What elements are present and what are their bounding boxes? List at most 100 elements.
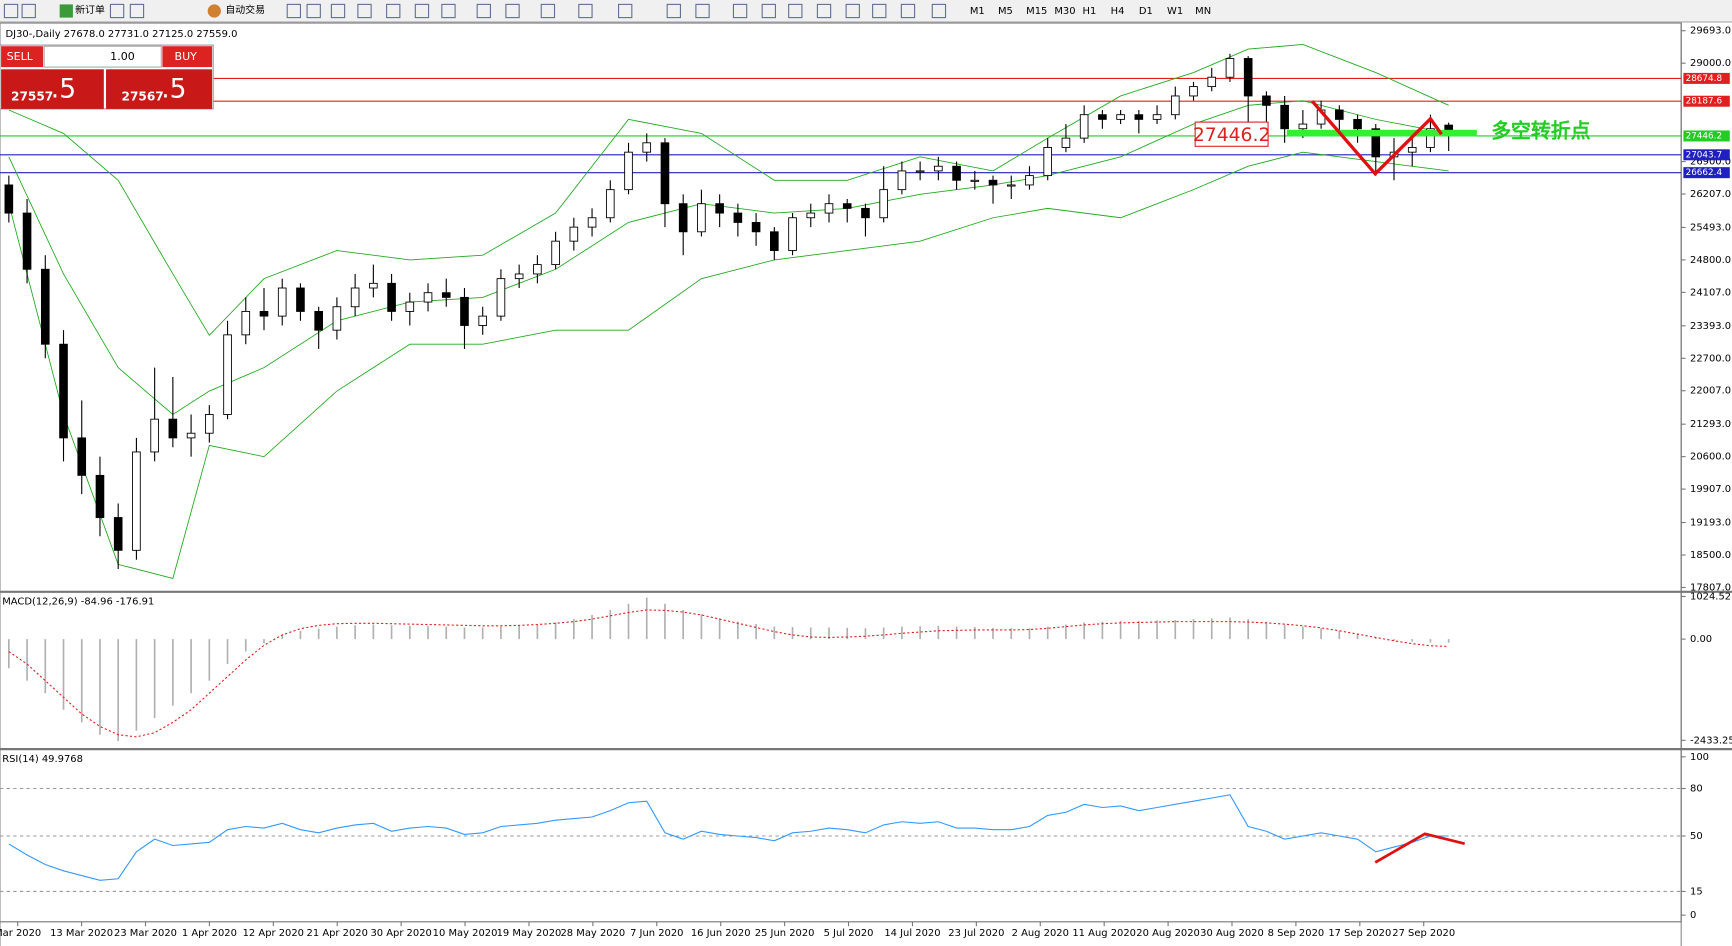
tool-icon[interactable] [505, 3, 520, 19]
tool-icon[interactable] [816, 3, 832, 19]
y-tick-label: 0.00 [1690, 634, 1712, 645]
timeframe-button[interactable]: MN [1195, 6, 1211, 17]
candle-body [1098, 114, 1107, 120]
tool-icon[interactable] [21, 3, 36, 19]
candle-body [1426, 128, 1435, 148]
sell-price[interactable]: 27557 [11, 89, 53, 103]
timeframe-button[interactable]: M5 [998, 6, 1013, 17]
candle-body [150, 418, 159, 453]
tool-icon[interactable] [414, 3, 430, 19]
new-order-icon[interactable] [59, 4, 73, 18]
path-arrow [1311, 100, 1443, 177]
tool-icon[interactable] [578, 3, 593, 19]
tool-icon[interactable] [441, 3, 456, 19]
y-tick-label: 21293.0 [1690, 419, 1731, 430]
candle-body [496, 278, 506, 317]
tool-icon[interactable] [129, 3, 145, 19]
candle-body [441, 292, 451, 298]
y-tick-label: 25493.0 [1690, 222, 1731, 233]
sell-price-pips[interactable]: .5 [51, 74, 76, 105]
timeframe-button[interactable]: W1 [1167, 6, 1183, 17]
chart-frame [0, 22, 1682, 946]
tool-icon[interactable] [286, 3, 302, 19]
candle-body [970, 179, 980, 182]
candle-body [186, 432, 196, 439]
x-tick-label: 1 Apr 2020 [182, 928, 237, 939]
tool-icon[interactable] [788, 3, 803, 19]
sell-label[interactable]: SELL [7, 50, 34, 63]
level-box [1194, 121, 1269, 147]
level-label-box [1683, 72, 1730, 84]
tool-icon[interactable] [695, 3, 710, 19]
candle-body [660, 142, 670, 205]
y-tick-label: 15 [1690, 886, 1703, 897]
candle-body [1170, 95, 1180, 116]
x-tick-label: 13 Mar 2020 [50, 928, 113, 939]
timeframe-button[interactable]: M30 [1054, 6, 1075, 17]
buy-label[interactable]: BUY [175, 50, 198, 63]
tool-icon[interactable] [357, 3, 372, 19]
timeframe-button[interactable]: D1 [1139, 6, 1153, 17]
tool-icon[interactable] [931, 3, 947, 19]
candle-body [1134, 114, 1144, 120]
candle-body [605, 189, 615, 219]
sell-price-button[interactable] [1, 69, 104, 109]
candle-body [988, 179, 998, 186]
x-tick-label: 23 Jul 2020 [948, 928, 1004, 939]
tool-icon[interactable] [872, 3, 887, 19]
rsi-line [8, 794, 1449, 881]
tool-icon[interactable] [666, 3, 681, 19]
tool-icon[interactable] [386, 3, 401, 19]
tool-icon[interactable] [3, 3, 19, 19]
buy-button[interactable] [162, 46, 213, 68]
tool-icon[interactable] [306, 3, 321, 19]
sell-button[interactable] [1, 46, 44, 68]
lot-field[interactable] [43, 45, 162, 68]
lot-value[interactable]: 1.00 [110, 50, 135, 63]
new-order-button[interactable]: 新订单 [75, 3, 105, 16]
candle-body [915, 170, 925, 173]
candle-body [241, 310, 251, 336]
buy-price-button[interactable] [106, 69, 213, 109]
tool-icon[interactable] [618, 3, 633, 19]
y-tick-label: 19193.0 [1690, 518, 1731, 529]
y-tick-label: 23393.0 [1690, 321, 1731, 332]
x-tick-label: 5 Jul 2020 [824, 928, 874, 939]
auto-trade-button[interactable]: 自动交易 [225, 3, 265, 16]
candle-body [1025, 175, 1034, 186]
candle-body [551, 240, 560, 266]
bollinger-lower [8, 151, 1449, 579]
candle-body [697, 203, 706, 233]
candle-body [642, 142, 652, 153]
buy-price[interactable]: 27567 [122, 89, 164, 103]
auto-trade-icon[interactable] [207, 4, 221, 18]
candle-body [533, 264, 542, 275]
timeframe-button[interactable]: H1 [1083, 6, 1097, 17]
candle-body [879, 189, 888, 219]
tool-icon[interactable] [476, 3, 491, 19]
tool-icon[interactable] [330, 3, 346, 19]
y-tick-label: 20600.0 [1690, 452, 1731, 463]
candle-body [1116, 114, 1125, 120]
timeframe-button[interactable]: M15 [1026, 6, 1047, 17]
tool-icon[interactable] [109, 3, 125, 19]
tool-icon[interactable] [732, 3, 748, 19]
tool-icon[interactable] [540, 3, 556, 19]
tool-icon[interactable] [845, 3, 860, 19]
candle-body [168, 418, 178, 439]
y-tick-label: 26207.0 [1690, 189, 1731, 200]
timeframe-button[interactable]: H4 [1111, 6, 1125, 17]
x-tick-label: 16 Jun 2020 [691, 928, 751, 939]
candle-body [259, 310, 269, 317]
y-tick-label: 0 [1690, 910, 1696, 921]
candle-body [770, 231, 779, 251]
level-box-text: 27446.2 [1193, 125, 1271, 146]
candle-body [824, 203, 834, 214]
timeframe-button[interactable]: M1 [970, 6, 985, 17]
indicator-label: RSI(14) 49.9768 [2, 754, 83, 765]
x-tick-label: 14 Jul 2020 [884, 928, 940, 939]
tool-icon[interactable] [761, 3, 776, 19]
tool-icon[interactable] [900, 3, 916, 19]
buy-price-pips[interactable]: .5 [161, 74, 186, 105]
